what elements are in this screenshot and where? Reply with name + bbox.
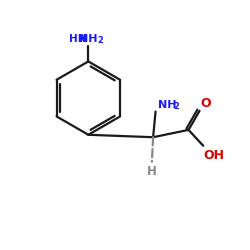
Text: HN: HN	[69, 34, 86, 44]
Text: H: H	[78, 34, 86, 44]
Text: NH: NH	[79, 34, 98, 44]
Text: OH: OH	[204, 149, 225, 162]
Text: NH: NH	[158, 100, 176, 110]
Text: 2: 2	[98, 36, 103, 45]
Text: H: H	[147, 164, 157, 177]
Text: O: O	[200, 96, 211, 110]
Text: 2: 2	[173, 102, 179, 111]
